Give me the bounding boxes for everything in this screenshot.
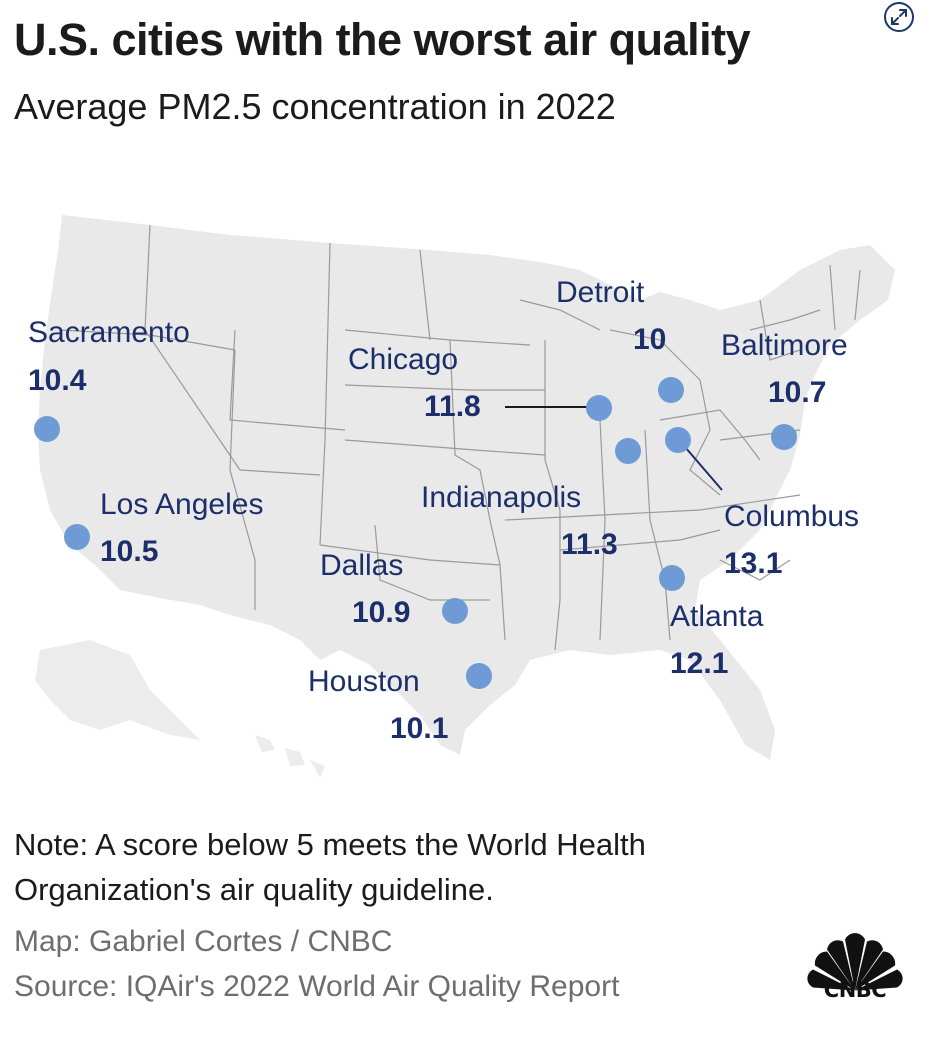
source-credit: Source: IQAir's 2022 World Air Quality R… — [14, 970, 620, 1003]
city-value-indianapolis: 11.3 — [561, 528, 618, 561]
expand-button[interactable] — [884, 2, 914, 32]
city-label-chicago: Chicago — [348, 343, 459, 376]
expand-icon — [891, 9, 907, 25]
map-credit: Map: Gabriel Cortes / CNBC — [14, 925, 393, 958]
dot-sacramento — [34, 416, 60, 442]
dot-detroit — [658, 377, 684, 403]
city-label-baltimore: Baltimore — [721, 329, 848, 362]
dot-atlanta — [659, 565, 685, 591]
footnote: Note: A score below 5 meets the World He… — [14, 827, 646, 907]
city-value-sacramento: 10.4 — [28, 364, 87, 397]
dot-chicago — [586, 395, 612, 421]
city-value-columbus: 13.1 — [724, 547, 783, 580]
city-value-los-angeles: 10.5 — [100, 535, 159, 568]
dot-houston — [466, 663, 492, 689]
cnbc-logo-text: CNBC — [823, 978, 887, 1002]
us-map — [35, 215, 895, 778]
city-value-chicago: 11.8 — [424, 390, 481, 423]
dot-columbus — [665, 427, 691, 453]
dot-los-angeles — [64, 524, 90, 550]
city-label-atlanta: Atlanta — [670, 600, 764, 633]
us-mainland-shape — [38, 215, 895, 760]
city-label-detroit: Detroit — [556, 276, 645, 309]
city-label-sacramento: Sacramento — [28, 316, 190, 349]
city-label-indianapolis: Indianapolis — [421, 481, 582, 514]
dot-baltimore — [771, 424, 797, 450]
city-label-dallas: Dallas — [320, 549, 404, 582]
chart-subtitle: Average PM2.5 concentration in 2022 — [14, 86, 616, 127]
dot-dallas — [442, 598, 468, 624]
city-value-atlanta: 12.1 — [670, 647, 729, 680]
hawaii-shape — [255, 735, 325, 778]
city-value-houston: 10.1 — [390, 712, 449, 745]
state-borders — [59, 224, 861, 651]
city-label-los-angeles: Los Angeles — [100, 488, 264, 521]
city-value-detroit: 10 — [633, 323, 667, 356]
city-value-baltimore: 10.7 — [768, 376, 827, 409]
city-label-houston: Houston — [308, 665, 420, 698]
city-value-dallas: 10.9 — [352, 596, 411, 629]
city-label-columbus: Columbus — [724, 500, 860, 533]
dot-indianapolis — [615, 438, 641, 464]
chart-title: U.S. cities with the worst air quality — [14, 14, 751, 65]
alaska-shape — [35, 640, 200, 740]
cnbc-peacock-logo — [807, 933, 903, 991]
